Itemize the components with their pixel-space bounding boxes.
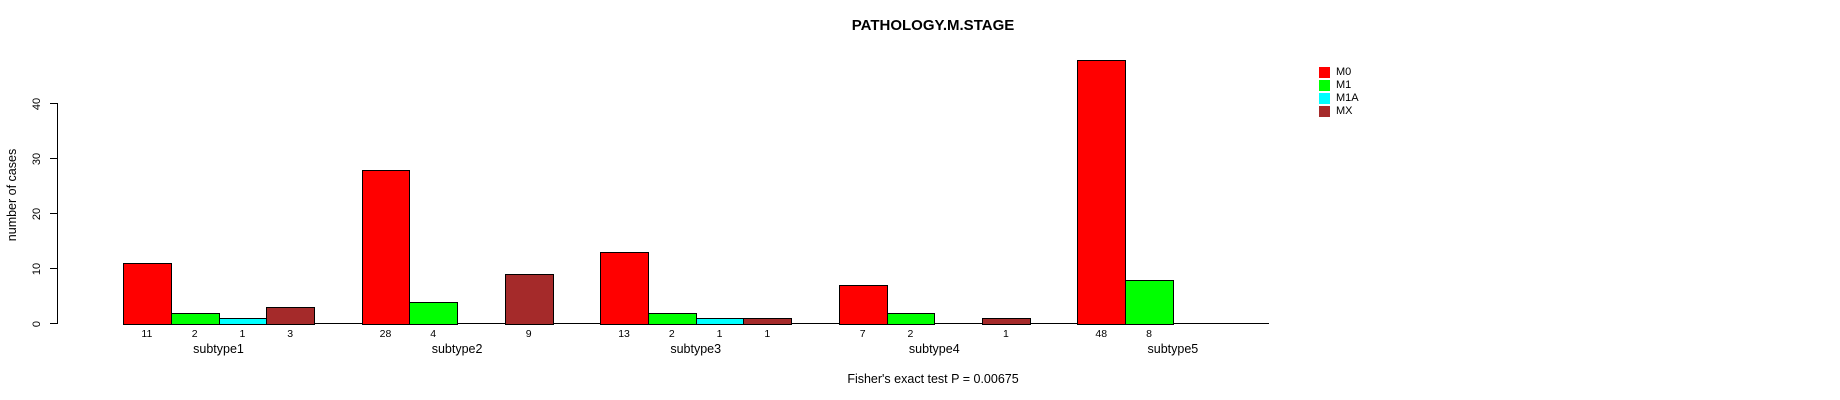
legend-label-M1: M1: [1336, 79, 1352, 92]
bar-subtype3-M0: [600, 252, 649, 325]
bar-value-label: 48: [1095, 328, 1108, 340]
bar-subtype1-M1A: [218, 318, 268, 325]
category-label-subtype1: subtype1: [193, 342, 244, 356]
bar-value-label: 1: [239, 328, 246, 340]
bar-subtype5-M0: [1077, 59, 1127, 325]
y-tick-label: 0: [31, 320, 43, 327]
y-tick-mark: [50, 103, 57, 104]
bar-subtype4-M0: [838, 285, 888, 325]
legend-swatch-M1A: [1319, 93, 1330, 105]
category-label-subtype4: subtype4: [908, 342, 960, 356]
legend-label-M1A: M1A: [1336, 92, 1359, 105]
y-tick-label: 40: [31, 97, 43, 110]
legend-swatch-MX: [1319, 106, 1330, 118]
bar-value-label: 8: [1146, 328, 1152, 340]
y-tick-mark: [50, 158, 57, 159]
y-axis-line: [57, 103, 58, 324]
statistical-test-annotation: Fisher's exact test P = 0.00675: [847, 372, 1019, 386]
bar-subtype1-MX: [266, 307, 315, 325]
bar-value-label: 2: [668, 328, 675, 340]
bar-value-label: 28: [379, 328, 392, 340]
bar-subtype3-M1A: [695, 318, 745, 325]
bar-subtype4-M1: [886, 312, 936, 325]
bar-value-label: 13: [618, 328, 630, 340]
bar-subtype2-MX: [504, 274, 554, 325]
bar-subtype2-M1: [409, 301, 459, 325]
legend-swatch-M0: [1319, 67, 1330, 78]
chart-title: PATHOLOGY.M.STAGE: [851, 17, 1015, 34]
legend-label-MX: MX: [1336, 105, 1353, 118]
y-tick-label: 10: [31, 262, 43, 275]
bar-value-label: 2: [907, 328, 914, 340]
category-label-subtype5: subtype5: [1147, 342, 1199, 356]
y-tick-mark: [50, 323, 57, 324]
bar-subtype3-MX: [743, 318, 793, 325]
y-tick-label: 30: [31, 152, 43, 165]
category-label-subtype2: subtype2: [431, 342, 483, 356]
bar-subtype5-M1: [1125, 279, 1174, 325]
bar-value-label: 3: [287, 328, 294, 340]
bar-subtype1-M1: [170, 312, 220, 325]
bar-subtype1-M0: [123, 263, 172, 325]
category-label-subtype3: subtype3: [670, 342, 722, 356]
bar-value-label: 1: [1003, 328, 1009, 340]
bar-subtype4-MX: [982, 318, 1031, 325]
bar-value-label: 9: [525, 328, 532, 340]
bar-value-label: 7: [859, 328, 866, 340]
bar-subtype3-M1: [647, 312, 697, 325]
y-tick-mark: [50, 268, 57, 269]
legend-label-M0: M0: [1336, 66, 1352, 78]
bar-value-label: 11: [141, 328, 153, 340]
bar-value-label: 2: [191, 328, 198, 340]
legend-swatch-M1: [1319, 80, 1330, 92]
y-tick-label: 20: [31, 207, 43, 220]
bar-value-label: 1: [764, 328, 771, 340]
bar-subtype2-M0: [361, 169, 411, 325]
bar-value-label: 4: [430, 328, 437, 340]
y-tick-mark: [50, 213, 57, 214]
y-axis-title: number of cases: [5, 148, 19, 242]
bar-value-label: 1: [716, 328, 723, 340]
